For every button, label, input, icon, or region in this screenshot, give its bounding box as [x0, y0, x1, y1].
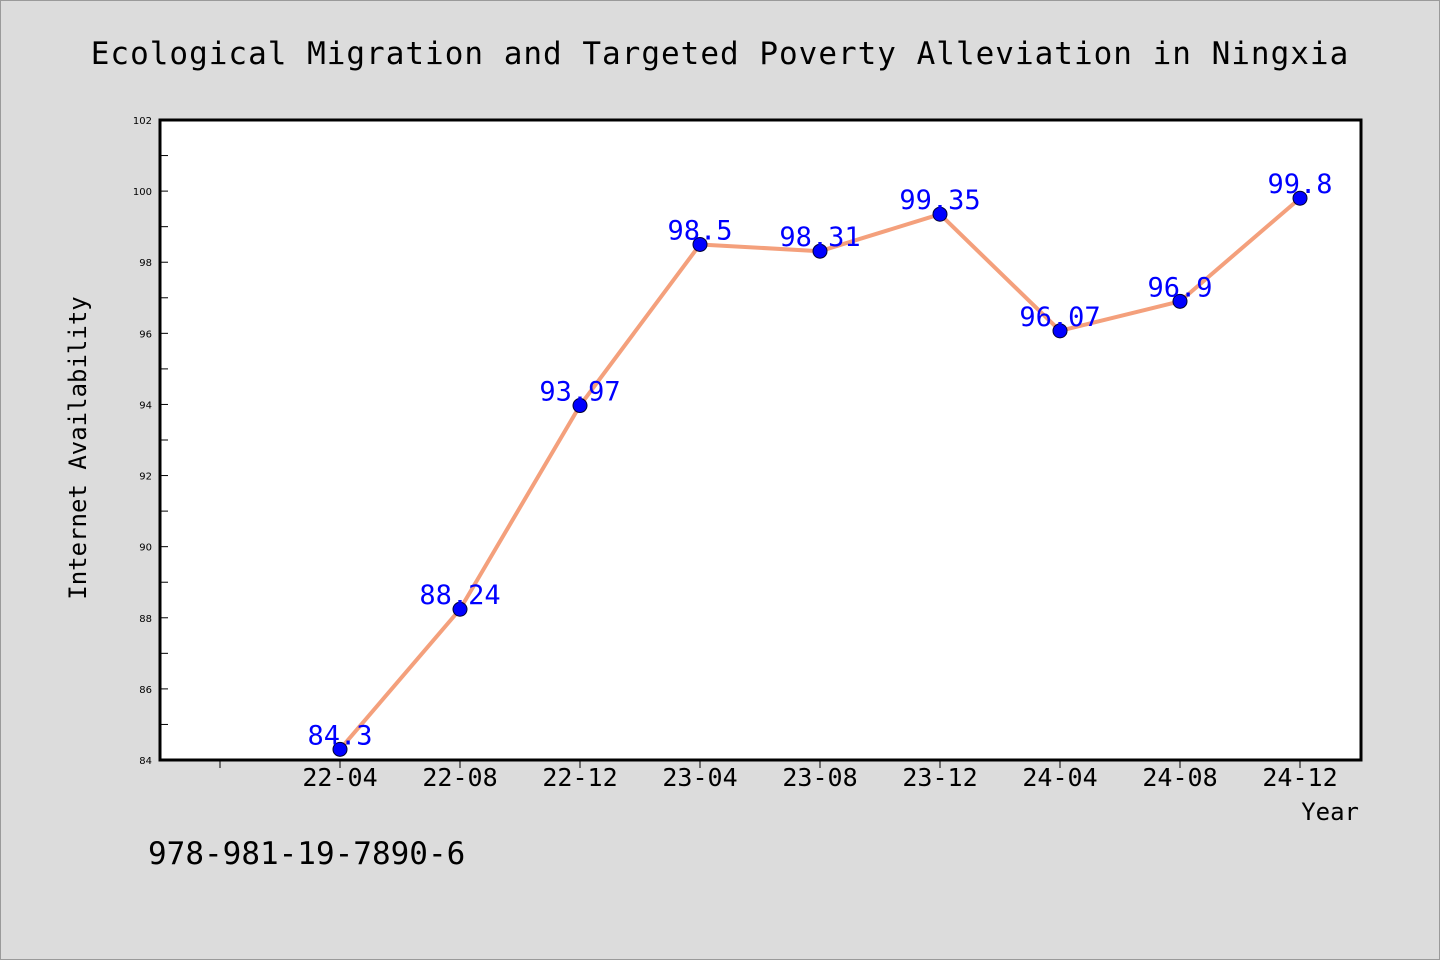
y-tick-label: 90	[139, 543, 152, 554]
x-tick-label: 24-08	[1142, 763, 1217, 792]
chart-title: Ecological Migration and Targeted Povert…	[91, 36, 1349, 72]
y-axis-ticks: 84 86 88 90 92 94 96 98 100 102	[133, 116, 168, 767]
x-tick-label: 23-04	[662, 763, 737, 792]
data-point	[452, 601, 468, 617]
data-point	[332, 741, 348, 757]
data-point	[572, 398, 588, 414]
data-label: 98.31	[779, 222, 860, 253]
x-tick-label: 24-12	[1262, 763, 1337, 792]
data-point	[1052, 323, 1068, 339]
data-label: 98.5	[667, 215, 732, 246]
y-tick-label: 100	[133, 187, 152, 198]
x-tick-label: 23-12	[902, 763, 977, 792]
data-label: 99.8	[1267, 169, 1332, 200]
y-tick-label: 88	[139, 614, 152, 625]
y-tick-label: 102	[133, 116, 152, 127]
data-label: 96.9	[1147, 272, 1212, 303]
x-tick-label: 23-08	[782, 763, 857, 792]
data-label: 88.24	[419, 580, 500, 611]
y-tick-label: 84	[139, 756, 152, 767]
y-tick-label: 98	[139, 258, 152, 269]
x-tick-label: 22-08	[422, 763, 497, 792]
x-axis-ticks: 22-04 22-08 22-12 23-04 23-08 23-12 24-04 24-08…	[219, 760, 1338, 792]
x-tick-label: 22-04	[302, 763, 377, 792]
x-axis-title: Year	[1301, 798, 1359, 826]
y-tick-label: 86	[139, 685, 152, 696]
data-label: 93.97	[539, 377, 620, 408]
footer-isbn: 978-981-19-7890-6	[148, 836, 465, 872]
data-label: 84.3	[307, 720, 372, 751]
y-tick-label: 92	[139, 472, 152, 483]
data-point	[692, 236, 708, 252]
data-point	[932, 206, 948, 222]
y-tick-label: 96	[139, 329, 152, 340]
data-point	[812, 243, 828, 259]
plot-area	[158, 118, 1363, 762]
y-tick-label: 94	[139, 400, 152, 411]
series-layer: 84.3 88.24 93.97 98.5 98.31 99.35 96.07 96.9 99.…	[307, 169, 1333, 757]
y-axis-title: Internet Availability	[64, 296, 92, 599]
x-tick-label: 24-04	[1022, 763, 1097, 792]
data-point	[1292, 190, 1308, 206]
data-label: 96.07	[1019, 302, 1100, 333]
data-point	[1172, 293, 1188, 309]
x-tick-label: 22-12	[542, 763, 617, 792]
data-label: 99.35	[899, 185, 980, 216]
